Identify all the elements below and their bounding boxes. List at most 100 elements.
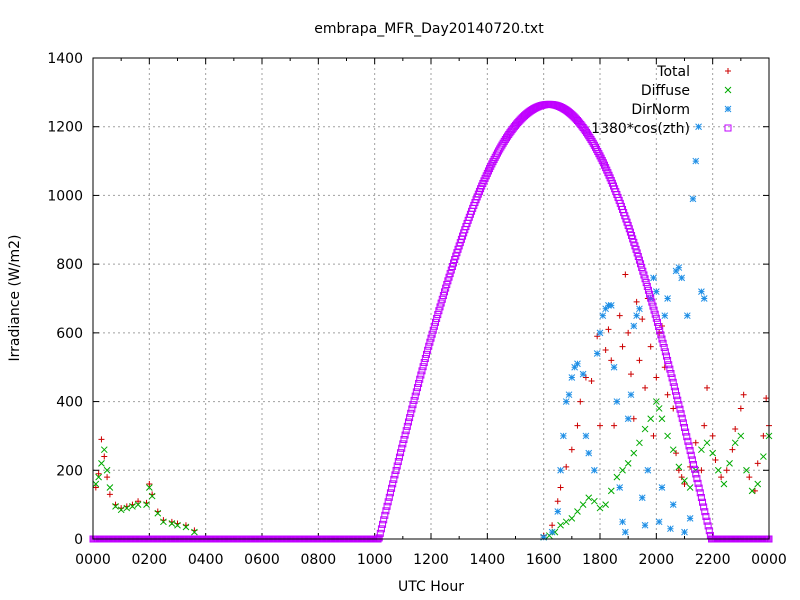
data-point-dirnorm [574,360,581,368]
data-point-total [92,484,99,491]
data-point-1380-cos-zth- [384,498,392,506]
data-point-diffuse [681,477,688,484]
data-point-1380-cos-zth- [682,428,690,436]
data-point-1380-cos-zth- [407,409,415,417]
data-point-1380-cos-zth- [389,480,397,488]
data-point-diffuse [709,449,717,457]
data-point-1380-cos-zth- [690,461,698,469]
data-point-dirnorm [602,305,609,313]
data-point-dirnorm [613,398,621,405]
data-point-dirnorm [644,466,652,474]
data-point-total [664,391,671,398]
data-point-1380-cos-zth- [632,245,640,253]
data-point-dirnorm [652,288,660,295]
data-point-1380-cos-zth- [375,534,383,542]
data-point-1380-cos-zth- [401,431,409,439]
data-point-1380-cos-zth- [657,331,665,339]
data-point-1380-cos-zth- [697,494,705,502]
data-point-diffuse [585,494,593,502]
data-point-total [740,391,747,398]
data-point-1380-cos-zth- [394,458,402,466]
data-point-total [723,467,730,474]
data-point-1380-cos-zth- [641,275,649,283]
data-point-diffuse [112,503,119,510]
legend-marker [724,105,732,113]
data-point-dirnorm [686,515,694,522]
data-point-dirnorm [624,415,632,423]
data-point-1380-cos-zth- [695,484,703,492]
data-point-total [709,432,716,439]
data-point-1380-cos-zth- [420,359,428,367]
data-point-total [625,329,632,336]
data-point-dirnorm [695,123,702,131]
data-point-1380-cos-zth- [649,302,657,310]
data-point-1380-cos-zth- [658,335,666,343]
data-point-1380-cos-zth- [392,466,400,474]
data-point-diffuse [754,480,762,488]
data-point-1380-cos-zth- [435,307,443,315]
data-point-1380-cos-zth- [700,503,708,511]
data-point-diffuse [602,501,609,508]
data-point-diffuse [182,523,190,531]
data-point-total [636,357,643,364]
data-point-dirnorm [630,322,638,330]
data-point-1380-cos-zth- [679,419,687,427]
data-point-dirnorm [655,518,663,526]
data-point-total [577,398,584,405]
data-point-1380-cos-zth- [488,160,496,168]
data-point-diffuse [619,466,626,474]
data-point-1380-cos-zth- [659,339,667,347]
data-point-total [633,298,640,305]
data-point-1380-cos-zth- [385,493,393,501]
data-point-1380-cos-zth- [683,433,691,441]
data-point-1380-cos-zth- [404,418,412,426]
data-point-total [608,357,615,364]
data-point-1380-cos-zth- [399,440,407,448]
data-point-total [568,446,575,453]
y-axis-label: Irradiance (W/m2) [7,235,23,362]
data-point-total [106,491,113,498]
data-point-1380-cos-zth- [489,158,497,166]
data-point-1380-cos-zth- [687,451,695,459]
x-tick-label: 0400 [188,552,224,568]
legend: Total Diffuse DirNorm 1380*cos(zth) [591,64,732,137]
data-point-1380-cos-zth- [486,165,494,173]
data-point-diffuse [103,466,111,474]
data-point-diffuse [95,473,102,481]
data-point-dirnorm [568,374,576,381]
data-point-1380-cos-zth- [596,152,604,160]
data-point-total [104,474,111,481]
data-point-1380-cos-zth- [601,161,609,169]
data-point-total [670,405,677,412]
data-point-total [563,463,570,470]
data-point-total [673,450,680,457]
data-point-1380-cos-zth- [686,447,694,455]
data-point-1380-cos-zth- [651,310,659,318]
data-point-1380-cos-zth- [704,522,712,530]
data-point-1380-cos-zth- [699,498,707,506]
data-point-1380-cos-zth- [444,277,452,285]
data-point-1380-cos-zth- [694,479,702,487]
data-point-dirnorm [621,528,629,536]
data-point-total [594,333,601,340]
x-tick-label: 1600 [526,552,562,568]
data-point-diffuse [714,466,722,474]
x-tick-label: 0200 [132,552,168,568]
data-point-dirnorm [678,274,686,282]
data-point-1380-cos-zth- [674,396,682,404]
data-point-1380-cos-zth- [406,414,414,422]
data-point-total [692,439,699,446]
data-point-dirnorm [607,302,615,309]
x-tick-label: 2000 [639,552,675,568]
data-point-1380-cos-zth- [419,363,427,371]
data-point-1380-cos-zth- [416,375,424,383]
x-axis-label: UTC Hour [398,579,464,595]
data-point-1380-cos-zth- [648,298,656,306]
data-point-dirnorm [698,288,705,295]
data-point-diffuse [557,521,564,529]
data-point-dirnorm [627,391,635,399]
data-point-1380-cos-zth- [644,286,652,294]
data-point-total [611,422,618,429]
data-point-1380-cos-zth- [379,520,387,528]
data-point-dirnorm [593,350,601,357]
